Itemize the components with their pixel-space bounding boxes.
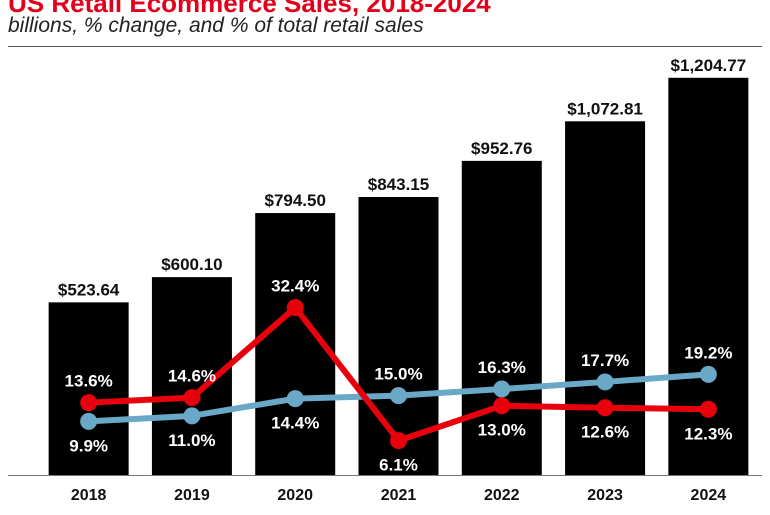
- series-point-blue-2023: [596, 373, 614, 391]
- bar-value-label-2021: $843.15: [368, 175, 429, 194]
- series-point-red-2020: [286, 299, 304, 317]
- series-label-red-2018: 13.6%: [65, 372, 113, 391]
- series-point-blue-2021: [390, 387, 407, 405]
- series-point-blue-2022: [493, 380, 511, 398]
- x-tick-label-2020: 2020: [277, 487, 313, 504]
- x-tick-label-2022: 2022: [484, 487, 520, 504]
- bar-value-label-2019: $600.10: [161, 255, 222, 274]
- points-layer: [80, 299, 717, 450]
- series-label-red-2022: 13.0%: [478, 421, 526, 440]
- chart-title: US Retail Ecommerce Sales, 2018-2024: [8, 0, 491, 18]
- series-point-red-2019: [183, 389, 201, 407]
- x-tick-label-2024: 2024: [691, 487, 727, 504]
- x-tick-label-2023: 2023: [587, 487, 623, 504]
- bar-value-label-2018: $523.64: [58, 280, 120, 299]
- series-point-red-2018: [80, 394, 98, 412]
- x-tick-label-2021: 2021: [381, 487, 417, 504]
- series-label-blue-2022: 16.3%: [478, 358, 526, 377]
- series-label-blue-2024: 19.2%: [684, 343, 732, 362]
- series-label-red-2020: 32.4%: [271, 277, 319, 296]
- x-tick-label-2018: 2018: [71, 487, 107, 504]
- chart-subtitle: billions, % change, and % of total retai…: [8, 14, 424, 37]
- line-value-labels: 9.9% 11.0% 14.4% 15.0% 16.3% 17.7% 19.2% 13.6% 1…: [65, 277, 733, 475]
- series-label-blue-2023: 17.7%: [581, 351, 629, 370]
- bar-value-label-2022: $952.76: [471, 139, 532, 158]
- bar-2018: [48, 302, 129, 475]
- series-label-blue-2020: 14.4%: [271, 414, 319, 433]
- series-point-blue-2020: [286, 390, 304, 408]
- series-point-blue-2019: [183, 407, 201, 425]
- series-label-red-2023: 12.6%: [581, 423, 629, 442]
- series-label-blue-2021: 15.0%: [374, 365, 422, 384]
- bar-value-label-2020: $794.50: [264, 191, 325, 210]
- bar-value-label-2023: $1,072.81: [567, 99, 643, 118]
- series-point-red-2023: [596, 399, 614, 417]
- header-divider: [8, 46, 762, 47]
- x-tick-labels: 2018 2019 2020 2021 2022 2023 2024: [71, 487, 726, 504]
- series-label-red-2024: 12.3%: [684, 424, 732, 443]
- series-label-blue-2018: 9.9%: [69, 436, 108, 455]
- series-label-red-2021: 6.1%: [379, 456, 418, 475]
- series-label-blue-2019: 11.0%: [168, 431, 215, 450]
- series-point-red-2024: [699, 400, 717, 418]
- series-label-red-2019: 14.6%: [168, 367, 216, 386]
- bars-layer: [48, 77, 749, 476]
- bar-value-label-2024: $1,204.77: [671, 56, 747, 75]
- series-point-blue-2018: [80, 412, 98, 430]
- bar-value-labels: $523.64 $600.10 $794.50 $843.15 $952.76 $1,07…: [58, 56, 746, 300]
- series-point-red-2022: [493, 397, 511, 415]
- series-point-blue-2024: [699, 365, 717, 383]
- series-point-red-2021: [390, 432, 407, 450]
- bar-2022: [461, 160, 542, 475]
- x-tick-label-2019: 2019: [174, 487, 210, 504]
